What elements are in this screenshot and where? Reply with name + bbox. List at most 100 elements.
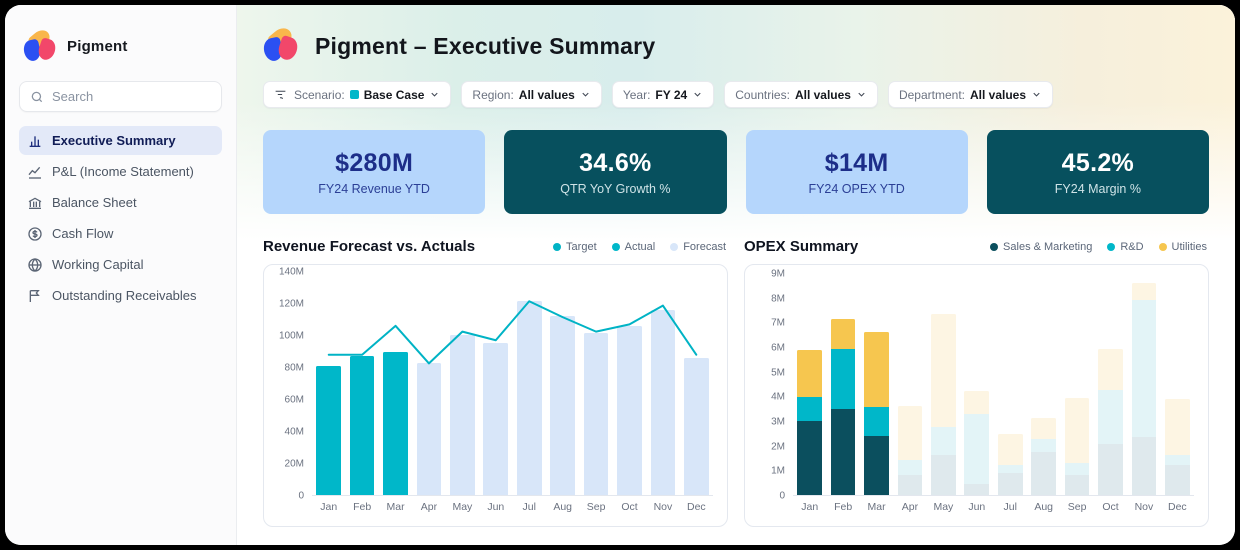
legend-item[interactable]: R&D	[1107, 240, 1144, 253]
bar-segment[interactable]	[864, 435, 889, 495]
brand: Pigment	[19, 25, 222, 81]
stacked-bar[interactable]	[931, 281, 956, 495]
bar[interactable]	[650, 309, 676, 495]
legend-item[interactable]: Actual	[611, 241, 655, 253]
bar-segment[interactable]	[1164, 464, 1190, 495]
kpi-card-opex: $14M FY24 OPEX YTD	[745, 130, 968, 214]
bar-segment[interactable]	[897, 405, 923, 461]
stacked-bar[interactable]	[997, 281, 1023, 495]
bar-segment[interactable]	[1031, 439, 1057, 452]
bar-segment[interactable]	[1098, 349, 1123, 391]
bar-segment[interactable]	[864, 332, 889, 407]
pigment-logo-icon	[21, 26, 58, 63]
bar[interactable]	[316, 366, 342, 495]
sidebar-item-outstanding-receivables[interactable]: Outstanding Receivables	[19, 281, 222, 310]
bar[interactable]	[349, 356, 375, 495]
bar-segment[interactable]	[1064, 462, 1090, 475]
filter-scenario[interactable]: Scenario: Base Case	[263, 81, 452, 108]
y-tick-label: 0	[779, 490, 785, 502]
bar-segment[interactable]	[964, 391, 990, 414]
bar-segment[interactable]	[897, 474, 923, 495]
sidebar-item-executive-summary[interactable]: Executive Summary	[19, 126, 222, 155]
bar-segment[interactable]	[1164, 399, 1190, 455]
legend-item[interactable]: Utilities	[1158, 241, 1207, 253]
bar-segment[interactable]	[931, 454, 956, 495]
stacked-bar[interactable]	[1064, 281, 1090, 495]
bar[interactable]	[617, 325, 642, 495]
x-axis: Jan Feb Mar Apr May Jun Jul Aug Sep Oct Nov Dec	[793, 496, 1194, 518]
bar[interactable]	[416, 363, 442, 495]
bar[interactable]	[450, 334, 475, 495]
bar[interactable]	[383, 351, 408, 495]
chevron-down-icon	[1031, 89, 1042, 100]
bar-segment[interactable]	[797, 350, 823, 397]
target-line	[312, 281, 713, 495]
kpi-value: $280M	[335, 148, 414, 177]
filter-year[interactable]: Year: FY 24	[611, 81, 715, 108]
bar-segment[interactable]	[1164, 454, 1190, 465]
bar-segment[interactable]	[1031, 418, 1057, 440]
stacked-bar[interactable]	[1164, 281, 1190, 495]
bar-segment[interactable]	[1131, 437, 1157, 495]
bar-segment[interactable]	[997, 464, 1023, 473]
filter-countries[interactable]: Countries: All values	[724, 81, 878, 108]
legend-item[interactable]: Forecast	[670, 241, 726, 253]
bar-segment[interactable]	[1098, 390, 1123, 444]
kpi-label: FY24 Revenue YTD	[318, 181, 430, 196]
bar-segment[interactable]	[864, 406, 889, 436]
revenue-chart[interactable]: 0 20M 40M 60M 80M 100M 120M 140M Jan Feb Mar Apr May…	[263, 264, 728, 527]
bar-segment[interactable]	[931, 427, 956, 455]
bar[interactable]	[483, 343, 509, 495]
legend-label: R&D	[1120, 240, 1144, 253]
bar-segment[interactable]	[897, 460, 923, 475]
x-tick-label: Mar	[867, 501, 886, 513]
bar[interactable]	[583, 333, 609, 495]
legend-label: Target	[566, 240, 597, 253]
stacked-bar[interactable]	[964, 281, 990, 495]
bar-segment[interactable]	[830, 409, 856, 495]
stacked-bar[interactable]	[797, 281, 823, 495]
bar-segment[interactable]	[997, 433, 1023, 465]
bar-segment[interactable]	[797, 396, 823, 422]
x-tick-label: Apr	[420, 501, 438, 513]
bar-segment[interactable]	[1064, 474, 1090, 495]
stacked-bar[interactable]	[897, 281, 923, 495]
search-box[interactable]	[19, 81, 228, 112]
bar-segment[interactable]	[1064, 398, 1090, 463]
bar-segment[interactable]	[931, 314, 956, 428]
bar[interactable]	[516, 301, 542, 495]
legend-item[interactable]: Sales & Marketing	[990, 241, 1092, 253]
bar-segment[interactable]	[830, 318, 856, 349]
bar-segment[interactable]	[1131, 283, 1157, 300]
stacked-bar[interactable]	[1131, 281, 1157, 495]
stacked-bar[interactable]	[1098, 281, 1123, 495]
bar-segment[interactable]	[964, 483, 990, 495]
search-input[interactable]	[52, 89, 228, 104]
bar-segment[interactable]	[797, 421, 823, 495]
bar[interactable]	[550, 315, 576, 495]
legend-item[interactable]: Target	[553, 241, 597, 253]
sidebar-item-pnl[interactable]: P&L (Income Statement)	[19, 157, 222, 186]
filter-department[interactable]: Department: All values	[887, 81, 1054, 108]
opex-chart[interactable]: 0 1M 2M 3M 4M 5M 6M 7M 8M 9M Jan Feb Mar Apr May Jun Jul…	[744, 264, 1209, 527]
kpi-card-margin: 45.2% FY24 Margin %	[986, 130, 1209, 214]
sidebar-item-balance-sheet[interactable]: Balance Sheet	[19, 188, 222, 217]
bar-segment[interactable]	[964, 413, 990, 484]
bar-segment[interactable]	[1131, 299, 1157, 438]
sidebar-item-cash-flow[interactable]: Cash Flow	[19, 219, 222, 248]
stacked-bar[interactable]	[1031, 281, 1057, 495]
y-tick-label: 0	[298, 490, 304, 502]
stacked-bar[interactable]	[864, 281, 889, 495]
bar[interactable]	[683, 357, 709, 495]
x-tick-label: Apr	[901, 501, 919, 513]
stacked-bar[interactable]	[830, 281, 856, 495]
x-tick-label: May	[452, 501, 473, 513]
bar-segment[interactable]	[997, 472, 1023, 495]
bar-segment[interactable]	[1031, 451, 1057, 495]
sidebar-item-label: Cash Flow	[52, 226, 114, 241]
y-tick-label: 140M	[278, 266, 304, 278]
sidebar-item-working-capital[interactable]: Working Capital	[19, 250, 222, 279]
bar-segment[interactable]	[1098, 443, 1123, 495]
filter-region[interactable]: Region: All values	[461, 81, 602, 108]
bar-segment[interactable]	[830, 349, 856, 410]
